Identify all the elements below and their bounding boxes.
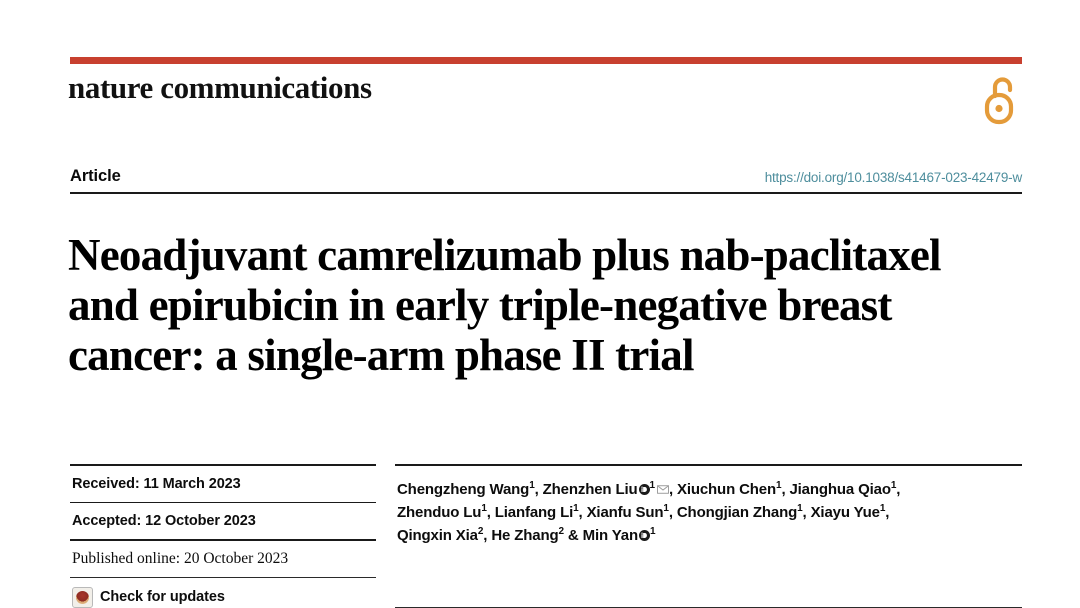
- divider: [70, 539, 376, 541]
- doi-link[interactable]: https://doi.org/10.1038/s41467-023-42479…: [764, 170, 1022, 185]
- author-name[interactable]: , Xianfu Sun: [578, 503, 664, 521]
- check-for-updates-label: Check for updates: [100, 589, 225, 606]
- brand-rule: [70, 57, 1022, 64]
- affiliation-marker: 1: [649, 525, 656, 537]
- check-for-updates[interactable]: Check for updates: [70, 578, 376, 608]
- orcid-icon[interactable]: [638, 525, 650, 541]
- author-separator: ,: [896, 480, 901, 498]
- affiliation-marker: 1: [481, 502, 487, 514]
- envelope-icon[interactable]: [656, 478, 669, 494]
- author-name[interactable]: Zhenduo Lu: [397, 503, 482, 521]
- authors-block: Chengzheng Wang1, Zhenzhen Liu 1, Xiuchun…: [395, 464, 1022, 608]
- author-name[interactable]: , Lianfang Li: [486, 503, 574, 521]
- affiliation-marker: 1: [529, 479, 535, 491]
- author-name[interactable]: , Xiuchun Chen: [668, 480, 777, 498]
- open-access-lock-icon: [982, 74, 1022, 126]
- affiliation-marker: 1: [776, 479, 782, 491]
- divider: [395, 464, 1022, 466]
- published-online-date: Published online: 20 October 2023: [72, 549, 289, 567]
- affiliation-marker: 1: [879, 502, 886, 514]
- affiliation-marker: 1: [663, 502, 669, 514]
- divider: [70, 464, 376, 466]
- author-name[interactable]: , Chongjian Zhang: [668, 503, 798, 521]
- accepted-date: Accepted: 12 October 2023: [72, 513, 256, 530]
- author-name[interactable]: & Min Yan: [563, 526, 638, 544]
- journal-masthead: nature communications: [68, 70, 372, 105]
- divider: [70, 576, 376, 578]
- author-name[interactable]: Chengzheng Wang: [397, 480, 530, 498]
- header-divider: [70, 192, 1022, 194]
- author-name[interactable]: , Jianghua Qiao: [781, 480, 891, 498]
- divider: [70, 501, 376, 504]
- affiliation-marker: 1: [573, 502, 579, 514]
- affiliation-marker: 1: [649, 479, 656, 491]
- author-name[interactable]: , Xiayu Yue: [802, 503, 880, 521]
- received-date: Received: 11 March 2023: [72, 475, 241, 492]
- author-name[interactable]: Qingxin Xia: [397, 526, 478, 544]
- affiliation-marker: 2: [558, 525, 564, 537]
- affiliation-marker: 1: [890, 479, 897, 491]
- author-name[interactable]: , Zhenzhen Liu: [534, 480, 638, 498]
- orcid-icon[interactable]: [638, 479, 650, 495]
- spacer: [395, 561, 1022, 607]
- affiliation-marker: 1: [797, 502, 803, 514]
- author-name[interactable]: , He Zhang: [483, 526, 559, 544]
- affiliation-marker: 2: [477, 525, 484, 537]
- page-title: Neoadjuvant camrelizumab plus nab-paclit…: [68, 230, 942, 381]
- publication-dates-block: Received: 11 March 2023 Accepted: 12 Oct…: [70, 464, 376, 608]
- author-separator: ,: [885, 503, 890, 521]
- author-list: Chengzheng Wang1, Zhenzhen Liu 1, Xiuchun…: [395, 466, 1022, 561]
- article-type-label: Article: [70, 167, 121, 185]
